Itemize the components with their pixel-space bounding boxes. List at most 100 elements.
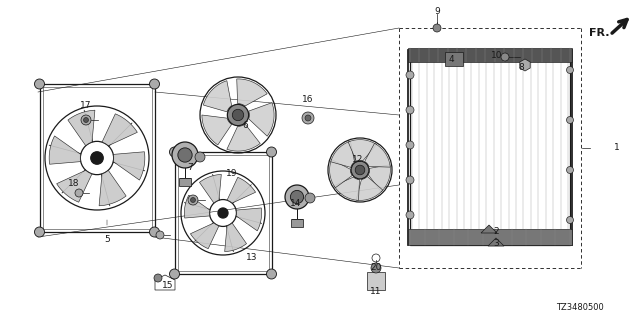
Text: 9: 9 [434,7,440,17]
Circle shape [501,53,509,61]
Polygon shape [57,170,92,202]
Circle shape [83,117,88,123]
Text: 20: 20 [371,263,381,273]
Circle shape [232,109,244,121]
Text: 6: 6 [242,121,248,130]
Text: 10: 10 [492,51,503,60]
Polygon shape [368,165,390,192]
Bar [291,219,303,227]
Bar [410,50,570,245]
Text: 11: 11 [371,287,381,297]
Circle shape [156,231,164,239]
Polygon shape [49,136,81,164]
Bar [408,48,572,62]
Polygon shape [227,124,260,151]
Text: 3: 3 [493,239,499,249]
Polygon shape [334,177,360,200]
Text: 8: 8 [518,63,524,73]
Polygon shape [184,195,210,218]
Polygon shape [331,141,355,167]
Circle shape [351,161,369,179]
Polygon shape [249,103,274,136]
Text: 5: 5 [104,236,110,244]
Circle shape [170,269,179,279]
Text: 4: 4 [448,55,454,65]
Circle shape [35,227,45,237]
Circle shape [81,115,91,125]
Circle shape [75,189,83,197]
Circle shape [188,195,198,205]
Polygon shape [202,115,232,145]
Text: 14: 14 [291,198,301,207]
Circle shape [566,217,573,223]
Bar [177,155,269,271]
Circle shape [433,24,441,32]
Circle shape [285,185,309,209]
Polygon shape [520,59,530,71]
Polygon shape [102,114,138,146]
Circle shape [406,176,414,184]
Circle shape [406,211,414,219]
Circle shape [178,148,192,162]
Text: 7: 7 [187,164,193,172]
Polygon shape [237,79,268,106]
Circle shape [218,208,228,218]
Circle shape [566,116,573,124]
Polygon shape [356,176,383,200]
Circle shape [406,106,414,114]
Polygon shape [204,81,232,112]
Circle shape [406,141,414,149]
Circle shape [302,112,314,124]
Polygon shape [200,174,221,203]
Polygon shape [99,170,126,206]
Polygon shape [348,140,376,161]
Bar [179,178,191,186]
Polygon shape [488,238,504,246]
Polygon shape [365,143,390,167]
Circle shape [406,71,414,79]
Circle shape [91,152,103,164]
Circle shape [154,274,162,282]
Circle shape [35,79,45,89]
Text: 18: 18 [68,180,80,188]
Circle shape [191,197,195,203]
Text: 2: 2 [493,227,499,236]
Bar [175,152,271,274]
Text: 12: 12 [352,156,364,164]
Circle shape [195,152,205,162]
Bar [367,272,385,290]
Circle shape [566,67,573,74]
Circle shape [227,104,248,126]
Text: 1: 1 [614,143,620,153]
Circle shape [150,79,159,89]
Text: 17: 17 [80,100,92,109]
Text: FR.: FR. [589,28,609,38]
Text: 16: 16 [302,95,314,105]
Bar [40,84,154,232]
Circle shape [266,269,276,279]
Polygon shape [191,223,219,249]
Circle shape [170,147,179,157]
Bar [408,229,572,245]
Polygon shape [236,208,262,231]
Circle shape [305,115,311,121]
Text: 13: 13 [246,253,258,262]
Polygon shape [330,159,352,188]
Circle shape [172,142,198,168]
Circle shape [355,165,365,175]
Bar [42,87,152,229]
Circle shape [566,166,573,173]
Polygon shape [225,223,246,252]
Circle shape [266,147,276,157]
Polygon shape [481,225,497,233]
Text: 19: 19 [227,169,237,178]
Polygon shape [113,152,145,180]
Circle shape [291,190,303,204]
Circle shape [305,193,315,203]
Text: TZ3480500: TZ3480500 [556,303,604,313]
Polygon shape [68,110,95,146]
Circle shape [371,263,381,273]
Text: 15: 15 [163,281,173,290]
Bar [445,52,463,66]
Polygon shape [227,177,255,203]
